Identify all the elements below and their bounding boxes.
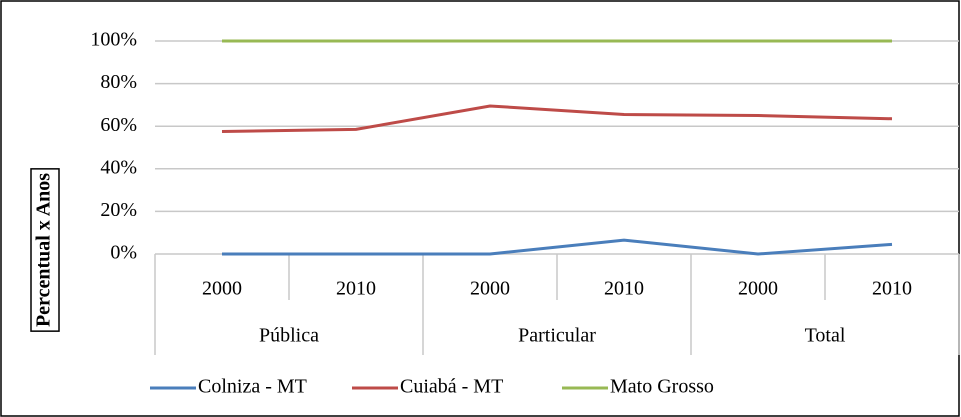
legend-label: Colniza - MT bbox=[198, 376, 307, 398]
x-group-label: Total bbox=[805, 325, 846, 347]
y-axis-label: Percentual x Anos bbox=[33, 173, 55, 327]
legend-label: Cuiabá - MT bbox=[400, 376, 503, 398]
data-line bbox=[221, 104, 893, 134]
x-tick-label: 2000 bbox=[470, 278, 510, 300]
legend-label: Mato Grosso bbox=[610, 376, 714, 398]
y-tick-label: 100% bbox=[90, 29, 137, 51]
x-tick-label: 2010 bbox=[604, 278, 644, 300]
data-line bbox=[222, 238, 893, 256]
x-tick-label: 2000 bbox=[738, 278, 778, 300]
x-tick-label: 2010 bbox=[336, 278, 376, 300]
y-tick-label: 20% bbox=[100, 199, 137, 221]
y-tick-label: 40% bbox=[100, 156, 137, 178]
x-group-label: Pública bbox=[259, 325, 319, 347]
x-group-label: Particular bbox=[518, 325, 596, 347]
x-tick-label: 2010 bbox=[872, 278, 912, 300]
y-tick-label: 0% bbox=[110, 242, 137, 264]
y-label-box bbox=[30, 168, 60, 332]
y-tick-label: 60% bbox=[100, 114, 137, 136]
y-tick-label: 80% bbox=[100, 71, 137, 93]
x-tick-label: 2000 bbox=[202, 278, 242, 300]
